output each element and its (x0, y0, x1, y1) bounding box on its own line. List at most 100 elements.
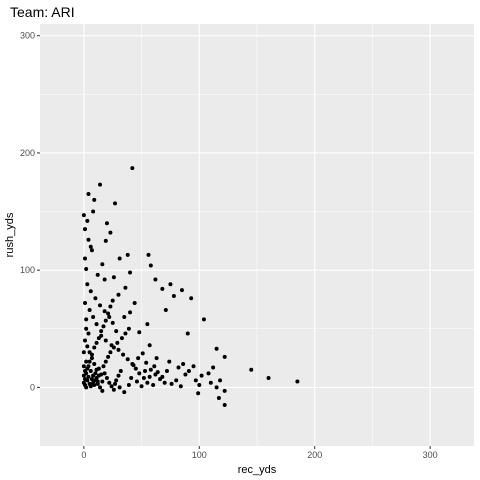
data-point (199, 373, 204, 378)
data-point (178, 384, 183, 389)
data-point (94, 376, 99, 381)
data-point (88, 289, 93, 294)
data-point (103, 238, 108, 243)
y-tick-label: 200 (20, 148, 35, 158)
data-point (107, 315, 112, 320)
data-point (92, 361, 97, 366)
data-point (95, 379, 100, 384)
data-point (94, 340, 99, 345)
data-point (100, 262, 105, 267)
data-point (164, 368, 169, 373)
data-point (136, 356, 141, 361)
data-point (168, 282, 173, 287)
data-point (171, 293, 176, 298)
data-point (211, 365, 216, 370)
data-point (216, 395, 221, 400)
data-point (201, 317, 206, 322)
data-point (125, 357, 130, 362)
data-point (85, 366, 90, 371)
data-point (108, 350, 113, 355)
y-tick-label: 100 (20, 265, 35, 275)
data-point (134, 379, 139, 384)
data-point (153, 277, 158, 282)
data-point (185, 331, 190, 336)
data-point (130, 166, 135, 171)
data-point (111, 387, 116, 392)
data-point (84, 326, 89, 331)
data-point (86, 237, 91, 242)
data-point (93, 371, 98, 376)
data-point (167, 359, 172, 364)
data-point (137, 371, 142, 376)
data-point (189, 296, 194, 301)
data-point (183, 372, 188, 377)
data-point (103, 338, 108, 343)
data-point (103, 318, 108, 323)
data-point (133, 366, 138, 371)
data-point (162, 380, 167, 385)
data-point (81, 350, 86, 355)
data-point (186, 368, 191, 373)
data-point (102, 309, 107, 314)
data-point (93, 296, 98, 301)
data-point (102, 277, 107, 282)
data-point (104, 376, 109, 381)
data-point (196, 391, 201, 396)
data-point (126, 383, 131, 388)
data-point (155, 370, 160, 375)
x-tick-label: 100 (192, 450, 207, 460)
data-point (295, 379, 300, 384)
data-point (218, 378, 223, 383)
data-point (143, 368, 148, 373)
data-point (92, 197, 97, 202)
data-point (123, 285, 128, 290)
data-point (145, 380, 150, 385)
x-tick-label: 200 (307, 450, 322, 460)
data-point (83, 338, 88, 343)
data-point (83, 227, 88, 232)
data-point (108, 230, 113, 235)
data-point (106, 311, 111, 316)
data-point (152, 364, 157, 369)
data-point (100, 388, 105, 393)
data-point (116, 292, 121, 297)
data-point (116, 373, 121, 378)
data-point (169, 381, 174, 386)
data-point (89, 352, 94, 357)
data-point (111, 345, 116, 350)
y-axis-ticks: 0 100 200 300 (20, 31, 40, 392)
data-point (86, 374, 91, 379)
data-point (117, 256, 122, 261)
data-point (121, 352, 126, 357)
data-point (147, 374, 152, 379)
data-point (214, 385, 219, 390)
data-point (147, 343, 152, 348)
data-point (96, 366, 101, 371)
data-point (249, 367, 254, 372)
data-point (146, 252, 151, 257)
data-point (88, 244, 93, 249)
data-point (114, 378, 119, 383)
data-point (148, 367, 153, 372)
data-point (181, 361, 186, 366)
data-point (89, 377, 94, 382)
data-point (160, 286, 165, 291)
data-point (101, 324, 106, 329)
data-point (222, 402, 227, 407)
data-point (151, 383, 156, 388)
data-point (116, 347, 121, 352)
x-axis-title: rec_yds (238, 464, 277, 476)
data-point (148, 263, 153, 268)
data-point (81, 213, 86, 218)
data-point (144, 360, 149, 365)
data-point (128, 270, 133, 275)
data-point (137, 330, 142, 335)
data-point (106, 354, 111, 359)
data-point (98, 182, 103, 187)
data-point (110, 298, 115, 303)
data-point (129, 376, 134, 381)
y-tick-label: 300 (20, 31, 35, 41)
data-point (83, 256, 88, 261)
data-point (88, 368, 93, 373)
